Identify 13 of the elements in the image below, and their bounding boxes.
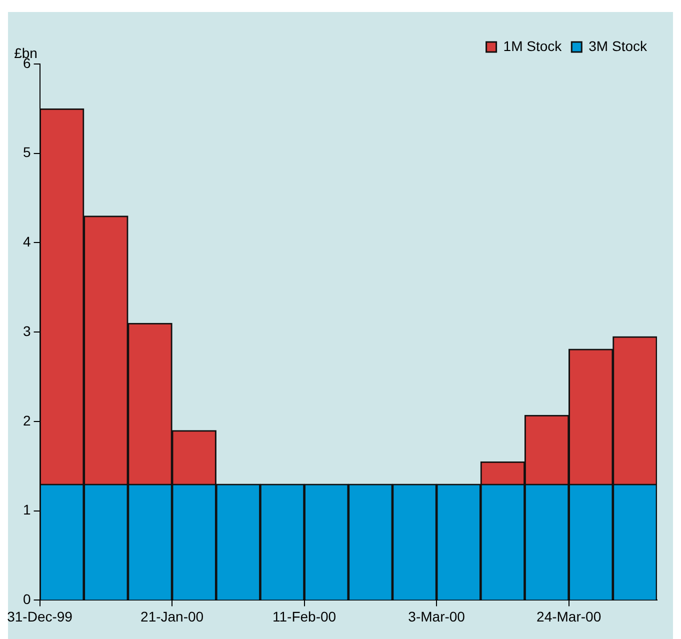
x-tick-label: 3-Mar-00 (408, 608, 466, 624)
x-tick-label: 24-Mar-00 (536, 608, 602, 624)
legend-label: 1M Stock (503, 38, 563, 54)
y-tick-label: 3 (22, 322, 31, 339)
x-tick-label: 21-Jan-00 (140, 608, 204, 624)
y-tick-label: 0 (22, 591, 31, 608)
legend-label: 3M Stock (588, 38, 648, 54)
y-tick-label: 1 (22, 502, 31, 518)
y-tick-label: 2 (22, 412, 31, 428)
y-tick-label: 4 (22, 234, 31, 250)
x-tick-label: 31-Dec-99 (7, 608, 73, 624)
x-tick-label: 11-Feb-00 (272, 608, 336, 624)
y-tick-label: 5 (22, 144, 31, 160)
